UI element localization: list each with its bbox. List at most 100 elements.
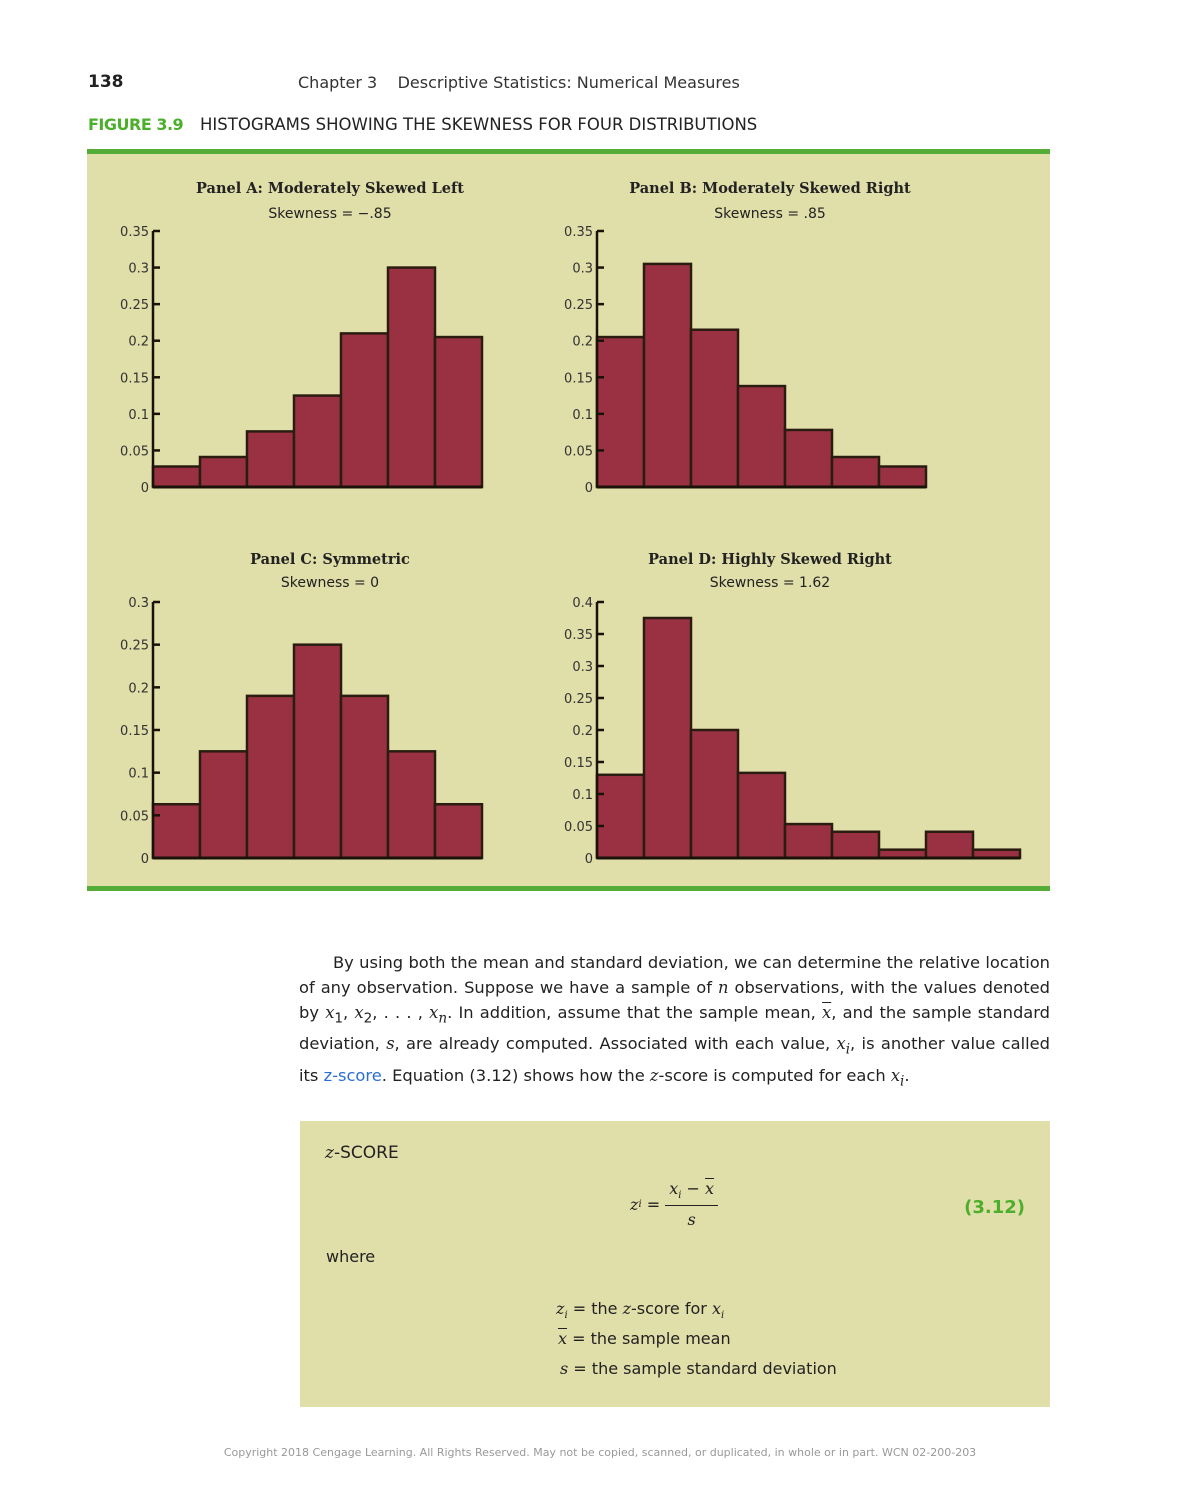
subscript: i [678, 1190, 682, 1202]
histogram-bar [595, 773, 646, 860]
math-xbar: x [822, 1003, 832, 1022]
y-tick-label: 0.3 [572, 660, 593, 675]
histogram-bar [595, 335, 646, 489]
running-head: Chapter 3 Descriptive Statistics: Numeri… [298, 73, 740, 92]
histogram-bar [198, 455, 249, 489]
y-tick-label: 0.15 [564, 371, 593, 386]
histogram-bar [198, 750, 249, 860]
box-heading: z-SCORE [325, 1143, 399, 1163]
y-tick-label: 0 [585, 852, 593, 867]
histogram-bar [245, 694, 296, 860]
panel-b-title: Panel B: Moderately Skewed Right [629, 180, 911, 197]
y-tick-label: 0.35 [564, 628, 593, 643]
panel-d-chart: 0 0.05 0.1 0.15 0.2 0.25 0.3 0.35 0.4 [564, 596, 1022, 867]
histogram-bar [245, 430, 296, 489]
math-xbar: x [558, 1329, 568, 1348]
text: , . . . , [372, 1003, 430, 1022]
minus: − [681, 1179, 706, 1198]
math-z: z [630, 1194, 639, 1214]
y-tick-label: 0.15 [120, 371, 149, 386]
definition-z: zi = the z-score for xi [556, 1299, 724, 1321]
text: . [904, 1065, 910, 1085]
math-x: x [354, 1003, 364, 1022]
figure-title: HISTOGRAMS SHOWING THE SKEWNESS FOR FOUR… [200, 115, 758, 134]
histogram-bar [151, 465, 202, 489]
subscript: i [638, 1198, 642, 1210]
figure-panel: Panel A: Moderately Skewed Left Skewness… [87, 149, 1050, 891]
math-s: s [560, 1359, 569, 1378]
text: observations, with the values denoted by [299, 978, 1050, 1022]
histogram-bar [642, 262, 693, 489]
equals: = [641, 1194, 666, 1214]
histogram-bar [689, 328, 740, 489]
math-x: x [669, 1179, 679, 1198]
text: , are already computed. Associated with … [394, 1034, 837, 1054]
panel-b-skewness: Skewness = .85 [714, 206, 826, 222]
math-x: x [711, 1299, 721, 1318]
body-paragraph: By using both the mean and standard devi… [299, 950, 1050, 1094]
math-n: n [717, 978, 729, 997]
panel-a-skewness: Skewness = −.85 [268, 206, 392, 222]
y-tick-label: 0.1 [128, 767, 149, 782]
subscript: 1 [334, 1010, 344, 1027]
subscript: i [564, 1310, 568, 1322]
y-tick-label: 0.25 [120, 639, 149, 654]
math-z: z [649, 1065, 659, 1085]
panel-a-chart: 0 0.05 0.1 0.15 0.2 0.25 0.3 0.35 [120, 225, 484, 496]
histogram-bar [783, 822, 834, 860]
math-z: z [556, 1299, 565, 1318]
y-tick-label: 0.15 [120, 724, 149, 739]
y-tick-label: 0.1 [572, 788, 593, 803]
y-tick-label: 0.25 [120, 298, 149, 313]
histogram-bar [689, 728, 740, 860]
text: -SCORE [333, 1143, 399, 1163]
y-tick-label: 0.2 [572, 724, 593, 739]
text: -score is computed for each [658, 1065, 891, 1085]
text: , [343, 1003, 355, 1022]
histogram-bar [339, 332, 390, 489]
fraction: xi − x s [665, 1179, 719, 1230]
histogram-bar [433, 802, 484, 860]
text: = the [567, 1299, 623, 1318]
math-z: z [622, 1299, 631, 1318]
histogram-bar [386, 266, 437, 489]
text: . Equation (3.12) shows how the [381, 1065, 650, 1085]
histogram-bar [830, 830, 881, 860]
y-tick-label: 0.05 [564, 820, 593, 835]
panel-b-chart: 0 0.05 0.1 0.15 0.2 0.25 0.3 0.35 [564, 225, 928, 496]
subscript: i [845, 1041, 851, 1058]
subscript: 2 [363, 1010, 373, 1027]
z-score-link[interactable]: z-score [323, 1065, 382, 1085]
text: , is another value called its [299, 1034, 1051, 1085]
y-tick-label: 0.2 [128, 681, 149, 696]
text: , and the sample standard deviation, [299, 1003, 1050, 1054]
histogram-bar [292, 394, 343, 489]
panel-c-skewness: Skewness = 0 [280, 575, 380, 591]
math-s: s [386, 1034, 395, 1054]
math-x: x [325, 1003, 335, 1022]
y-tick-label: 0.3 [572, 262, 593, 277]
y-tick-label: 0.1 [128, 408, 149, 423]
figure-label: FIGURE 3.9 [88, 115, 184, 134]
math-xbar: x [705, 1179, 715, 1198]
histogram-bar [877, 465, 928, 489]
histogram-bar [783, 428, 834, 489]
page-number: 138 [88, 72, 124, 92]
histogram-bar [830, 455, 881, 489]
y-tick-label: 0.05 [564, 444, 593, 459]
panel-a-title: Panel A: Moderately Skewed Left [196, 180, 464, 197]
denominator: s [687, 1210, 696, 1230]
y-tick-label: 0.3 [128, 596, 149, 611]
y-tick-label: 0.15 [564, 756, 593, 771]
y-tick-label: 0.2 [572, 335, 593, 350]
histogram-bar [433, 335, 484, 489]
y-tick-label: 0 [141, 481, 149, 496]
histogram-bar [642, 616, 693, 860]
histogram-bar [736, 384, 787, 489]
histogram-bar [386, 750, 437, 860]
y-tick-label: 0.05 [120, 809, 149, 824]
text: = the sample standard deviation [568, 1359, 837, 1378]
math-x: x [429, 1003, 439, 1022]
